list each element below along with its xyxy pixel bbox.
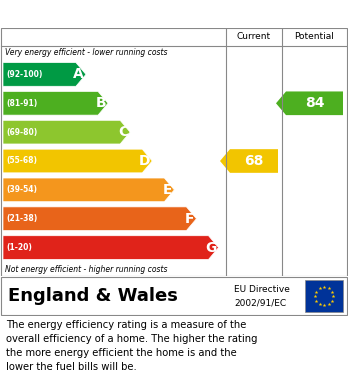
- Text: F: F: [185, 212, 195, 226]
- Text: (21-38): (21-38): [6, 214, 37, 223]
- Text: Potential: Potential: [294, 32, 334, 41]
- Text: 68: 68: [244, 154, 264, 168]
- Polygon shape: [3, 149, 152, 173]
- Text: (1-20): (1-20): [6, 243, 32, 252]
- Text: Very energy efficient - lower running costs: Very energy efficient - lower running co…: [5, 48, 167, 57]
- Text: G: G: [205, 240, 216, 255]
- Polygon shape: [3, 178, 174, 202]
- Text: D: D: [139, 154, 150, 168]
- Text: (92-100): (92-100): [6, 70, 42, 79]
- Text: England & Wales: England & Wales: [8, 287, 178, 305]
- Text: A: A: [73, 67, 84, 81]
- Polygon shape: [3, 63, 86, 86]
- Text: B: B: [95, 96, 106, 110]
- Text: EU Directive: EU Directive: [234, 285, 290, 294]
- Polygon shape: [3, 120, 130, 144]
- Polygon shape: [3, 91, 108, 115]
- Text: E: E: [163, 183, 172, 197]
- Polygon shape: [220, 149, 278, 173]
- Text: (81-91): (81-91): [6, 99, 37, 108]
- Text: (69-80): (69-80): [6, 127, 37, 136]
- Text: 84: 84: [305, 96, 324, 110]
- Text: Current: Current: [237, 32, 271, 41]
- Text: (39-54): (39-54): [6, 185, 37, 194]
- Text: (55-68): (55-68): [6, 156, 37, 165]
- Polygon shape: [3, 207, 196, 231]
- Text: Not energy efficient - higher running costs: Not energy efficient - higher running co…: [5, 264, 167, 273]
- Text: 2002/91/EC: 2002/91/EC: [234, 299, 286, 308]
- Text: The energy efficiency rating is a measure of the
overall efficiency of a home. T: The energy efficiency rating is a measur…: [6, 320, 258, 372]
- Polygon shape: [276, 91, 343, 115]
- FancyBboxPatch shape: [305, 280, 343, 312]
- Text: Energy Efficiency Rating: Energy Efficiency Rating: [9, 7, 230, 22]
- Polygon shape: [3, 236, 219, 259]
- Text: C: C: [118, 125, 128, 139]
